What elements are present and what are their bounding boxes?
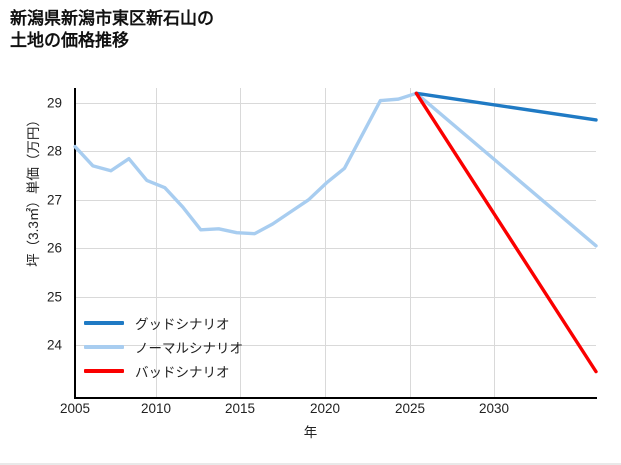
y-tick-25: 25: [46, 289, 62, 305]
y-tick-28: 28: [46, 143, 62, 159]
y-axis-line: [74, 88, 76, 399]
gridline-x-2020: [325, 88, 326, 398]
y-tick-26: 26: [46, 240, 62, 256]
y-axis-title: 坪（3.3㎡）単価（万円）: [26, 113, 41, 267]
y-tick-24: 24: [46, 337, 62, 353]
gridline-y-25: [75, 297, 596, 298]
gridline-y-28: [75, 151, 596, 152]
legend-item-good[interactable]: グッドシナリオ: [84, 311, 243, 335]
page-title: 新潟県新潟市東区新石山の 土地の価格推移: [10, 9, 214, 51]
x-tick-2005: 2005: [59, 401, 91, 416]
x-tick-2025: 2025: [394, 401, 426, 416]
legend-item-normal[interactable]: ノーマルシナリオ: [84, 335, 243, 359]
y-tick-29: 29: [46, 95, 62, 111]
x-tick-2020: 2020: [309, 401, 341, 416]
legend-label-good: グッドシナリオ: [135, 317, 230, 332]
x-axis-title: 年: [303, 425, 318, 440]
x-axis-line: [74, 397, 597, 399]
x-tick-2010: 2010: [140, 401, 172, 416]
legend-swatch-normal: [84, 345, 124, 349]
legend-item-bad[interactable]: バッドシナリオ: [84, 359, 243, 383]
legend: グッドシナリオ ノーマルシナリオ バッドシナリオ: [84, 311, 243, 383]
legend-label-normal: ノーマルシナリオ: [135, 341, 243, 356]
x-tick-2030: 2030: [478, 401, 510, 416]
gridline-y-27: [75, 200, 596, 201]
gridline-y-24: [75, 345, 596, 346]
gridline-y-29: [75, 103, 596, 104]
x-tick-2015: 2015: [224, 401, 256, 416]
gridline-y-26: [75, 248, 596, 249]
y-tick-27: 27: [46, 192, 62, 208]
gridline-x-2030: [494, 88, 495, 398]
legend-swatch-good: [84, 321, 124, 325]
bottom-divider: [0, 463, 621, 465]
gridline-x-2025: [410, 88, 411, 398]
legend-swatch-bad: [84, 369, 124, 373]
legend-label-bad: バッドシナリオ: [135, 365, 230, 380]
